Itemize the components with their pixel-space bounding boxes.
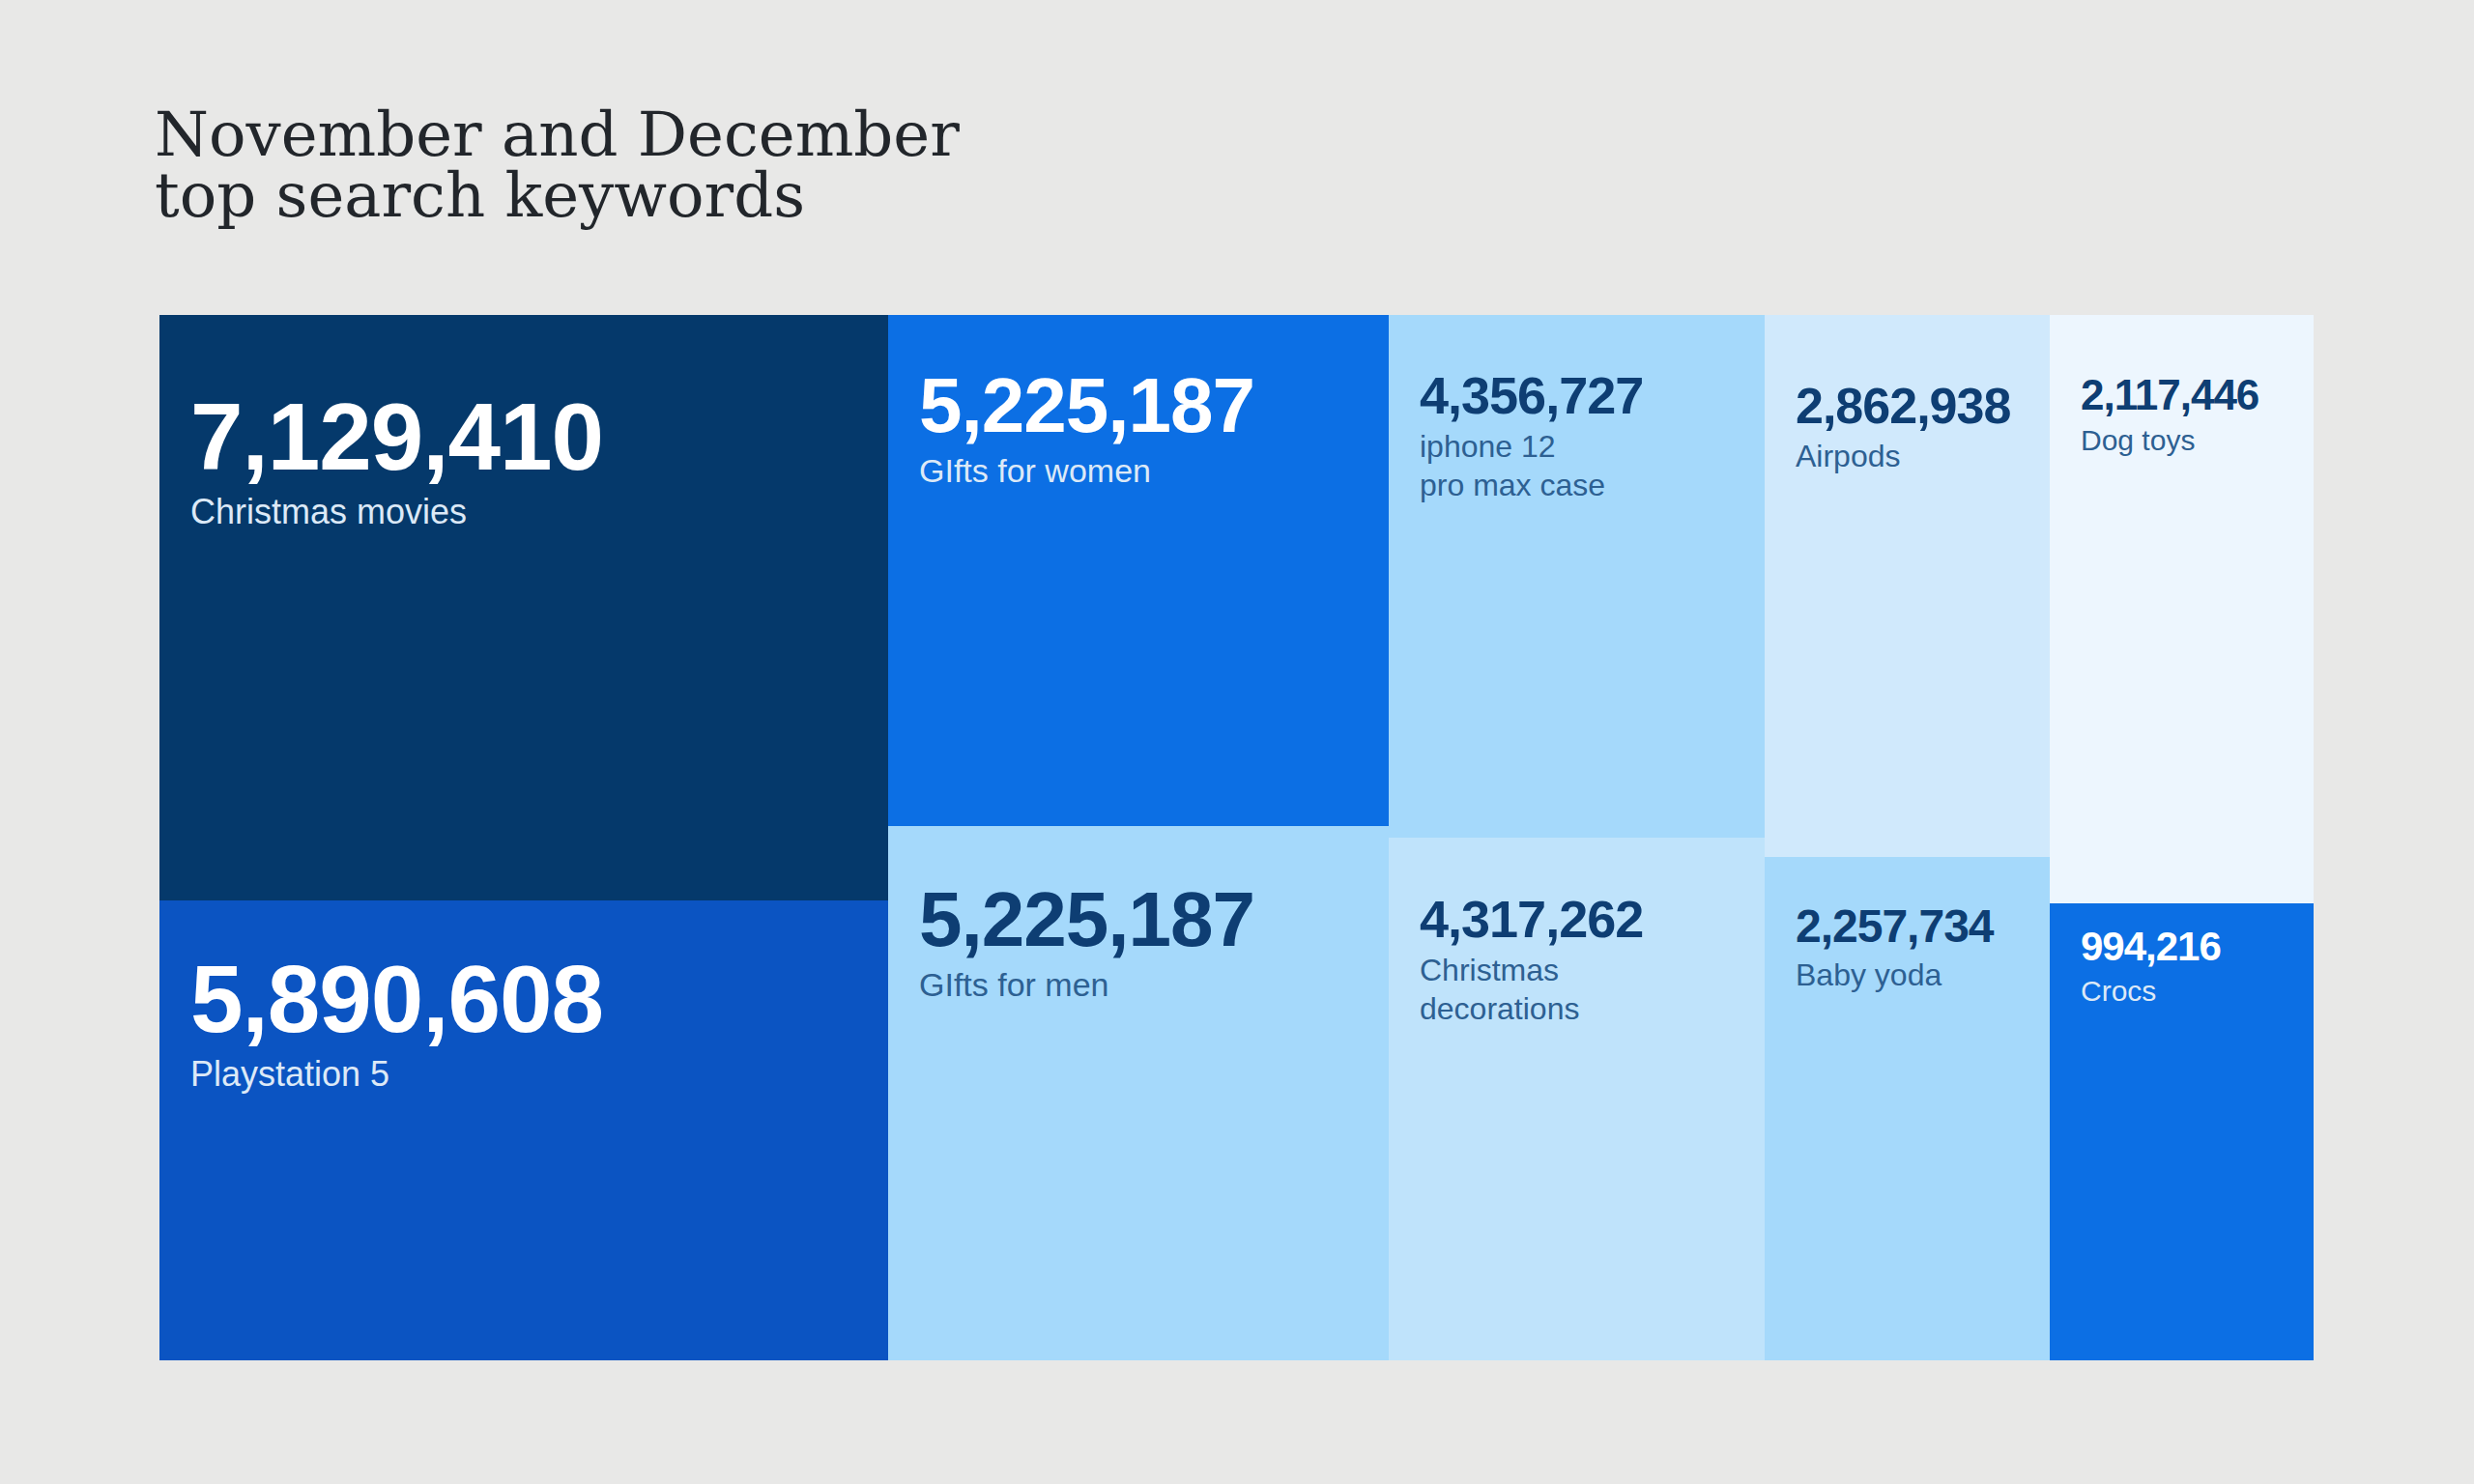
tile-label: Christmas decorations [1420, 951, 1734, 1028]
treemap-tile-iphone-12-pro-max-case: 4,356,727 iphone 12 pro max case [1389, 315, 1765, 838]
tile-value: 7,129,410 [190, 389, 857, 484]
tile-value: 5,890,608 [190, 952, 857, 1046]
chart-title: November and December top search keyword… [155, 104, 960, 226]
tile-label: Airpods [1796, 437, 2019, 475]
tile-label: iphone 12 pro max case [1420, 427, 1734, 504]
treemap-tile-gifts-for-women: 5,225,187 GIfts for women [888, 315, 1389, 826]
tile-label: GIfts for women [919, 450, 1358, 492]
treemap-tile-crocs: 994,216 Crocs [2050, 903, 2314, 1360]
tile-value: 2,117,446 [2081, 374, 2283, 416]
tile-label: Christmas movies [190, 490, 857, 533]
treemap-tile-playstation-5: 5,890,608 Playstation 5 [159, 900, 888, 1360]
treemap-tile-dog-toys: 2,117,446 Dog toys [2050, 315, 2314, 903]
tile-value: 2,257,734 [1796, 903, 2019, 950]
treemap-tile-gifts-for-men: 5,225,187 GIfts for men [888, 826, 1389, 1360]
tile-value: 994,216 [2081, 927, 2283, 967]
treemap-tile-christmas-decorations: 4,317,262 Christmas decorations [1389, 838, 1765, 1360]
tile-label: Playstation 5 [190, 1052, 857, 1096]
tile-label: Baby yoda [1796, 956, 2019, 994]
treemap-chart: 7,129,410 Christmas movies 5,225,187 GIf… [159, 315, 2314, 1360]
treemap-tile-christmas-movies: 7,129,410 Christmas movies [159, 315, 888, 900]
tile-value: 2,862,938 [1796, 381, 2019, 431]
treemap-tile-airpods: 2,862,938 Airpods [1765, 315, 2050, 857]
tile-value: 5,225,187 [919, 367, 1358, 444]
tile-label: Crocs [2081, 973, 2283, 1010]
tile-value: 4,356,727 [1420, 369, 1734, 421]
treemap-tile-baby-yoda: 2,257,734 Baby yoda [1765, 857, 2050, 1360]
tile-value: 5,225,187 [919, 881, 1358, 958]
tile-label: GIfts for men [919, 964, 1358, 1006]
tile-label: Dog toys [2081, 422, 2283, 459]
tile-value: 4,317,262 [1420, 893, 1734, 945]
